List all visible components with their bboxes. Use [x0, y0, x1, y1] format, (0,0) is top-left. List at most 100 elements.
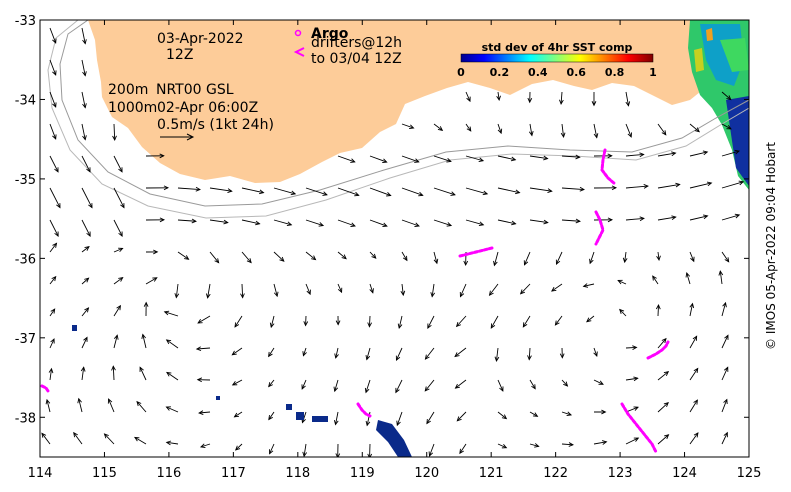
current-vector [689, 368, 699, 381]
current-vector [335, 411, 339, 425]
current-vector [719, 271, 723, 285]
current-vector-head [693, 367, 699, 373]
current-vector [273, 251, 285, 262]
current-vector-head [367, 453, 373, 457]
current-vector [689, 432, 699, 445]
current-vector [429, 443, 435, 457]
current-vector-head [269, 449, 274, 455]
current-vector-head [726, 95, 732, 101]
current-vector [459, 443, 467, 454]
current-vector-head [83, 336, 88, 342]
current-vector [522, 315, 531, 328]
current-vector-head [454, 352, 460, 358]
current-vector-head [45, 398, 51, 405]
current-vector-head [601, 440, 608, 445]
current-vector-head [311, 255, 317, 261]
current-vector-head [619, 308, 625, 314]
current-vector-head [118, 276, 124, 282]
current-vector-head [455, 321, 461, 328]
current-vector [454, 347, 467, 357]
current-vector [235, 443, 243, 451]
current-vector-head [335, 453, 341, 457]
current-vector [433, 187, 456, 196]
current-vector-head [118, 231, 123, 237]
sst-anomaly-patch [688, 20, 749, 190]
drifter-track [594, 210, 605, 246]
drifter-track [40, 384, 50, 393]
current-vector [302, 411, 307, 423]
x-tick-label: 120 [414, 466, 439, 481]
current-vector [49, 243, 57, 253]
current-vector [164, 311, 179, 317]
current-vector [49, 59, 57, 76]
current-vector-head [302, 351, 307, 357]
current-vector-head [519, 289, 526, 295]
current-vector-head [726, 124, 732, 130]
current-vector [433, 219, 452, 226]
current-vector [166, 441, 179, 445]
current-vector [625, 437, 639, 445]
current-vector [625, 91, 629, 106]
current-vector-head [568, 442, 574, 447]
current-vector-head [205, 293, 211, 299]
current-vector-head [501, 444, 508, 449]
vector-scale-label: 0.5m/s (1kt 24h) [157, 117, 274, 133]
current-vector-head [153, 249, 159, 255]
current-vector [273, 219, 292, 226]
current-vector-head [643, 184, 649, 189]
current-vector [721, 251, 730, 263]
current-vector [529, 411, 538, 417]
current-vector-head [430, 292, 436, 298]
current-vector-head [163, 185, 170, 191]
current-vector [583, 283, 595, 287]
current-vector-head [286, 221, 293, 227]
current-vector [497, 411, 507, 419]
current-vector-head [426, 418, 431, 425]
current-vector [73, 432, 83, 445]
current-vector-head [622, 257, 628, 264]
current-vector [617, 280, 627, 285]
current-vector-head [50, 308, 56, 314]
colorbar-title: std dev of 4hr SST comp [482, 41, 633, 54]
current-vector-head [367, 322, 373, 328]
current-vector-head [478, 157, 485, 162]
current-vector-head [51, 275, 57, 282]
current-vector-head [365, 355, 371, 361]
colorbar-tick-label: 0.8 [605, 66, 625, 79]
current-vector-head [625, 101, 631, 107]
current-vector [270, 315, 275, 328]
current-vector [689, 303, 693, 317]
current-vector [335, 347, 339, 359]
current-vector-head [268, 415, 273, 421]
current-vector [337, 251, 347, 260]
current-vector-head [77, 397, 82, 404]
colorbar-tick-label: 0.4 [528, 66, 548, 79]
current-vector [177, 187, 200, 190]
current-vector [401, 187, 423, 196]
current-vector-head [593, 351, 598, 357]
current-vector-head [663, 401, 669, 408]
current-vector-head [395, 355, 401, 362]
current-vector-head [197, 319, 203, 324]
current-vector [657, 216, 676, 221]
current-vector-head [466, 96, 471, 103]
current-vector [268, 347, 275, 357]
current-vector-head [52, 70, 57, 76]
current-vector [334, 379, 339, 392]
current-vector [721, 335, 729, 349]
current-vector [136, 401, 147, 413]
current-vector-head [560, 132, 566, 138]
current-vector-head [527, 97, 533, 104]
current-vector [273, 187, 296, 195]
current-vector [209, 251, 220, 263]
current-vector-head [671, 215, 677, 221]
current-vector [241, 219, 260, 225]
current-vector [81, 307, 89, 317]
current-vector [561, 155, 580, 158]
current-vector [529, 155, 548, 160]
current-vector [337, 155, 355, 163]
x-tick-label: 116 [156, 466, 181, 481]
current-vector [425, 347, 435, 360]
current-vector-head [166, 371, 172, 377]
current-vector [431, 283, 435, 297]
